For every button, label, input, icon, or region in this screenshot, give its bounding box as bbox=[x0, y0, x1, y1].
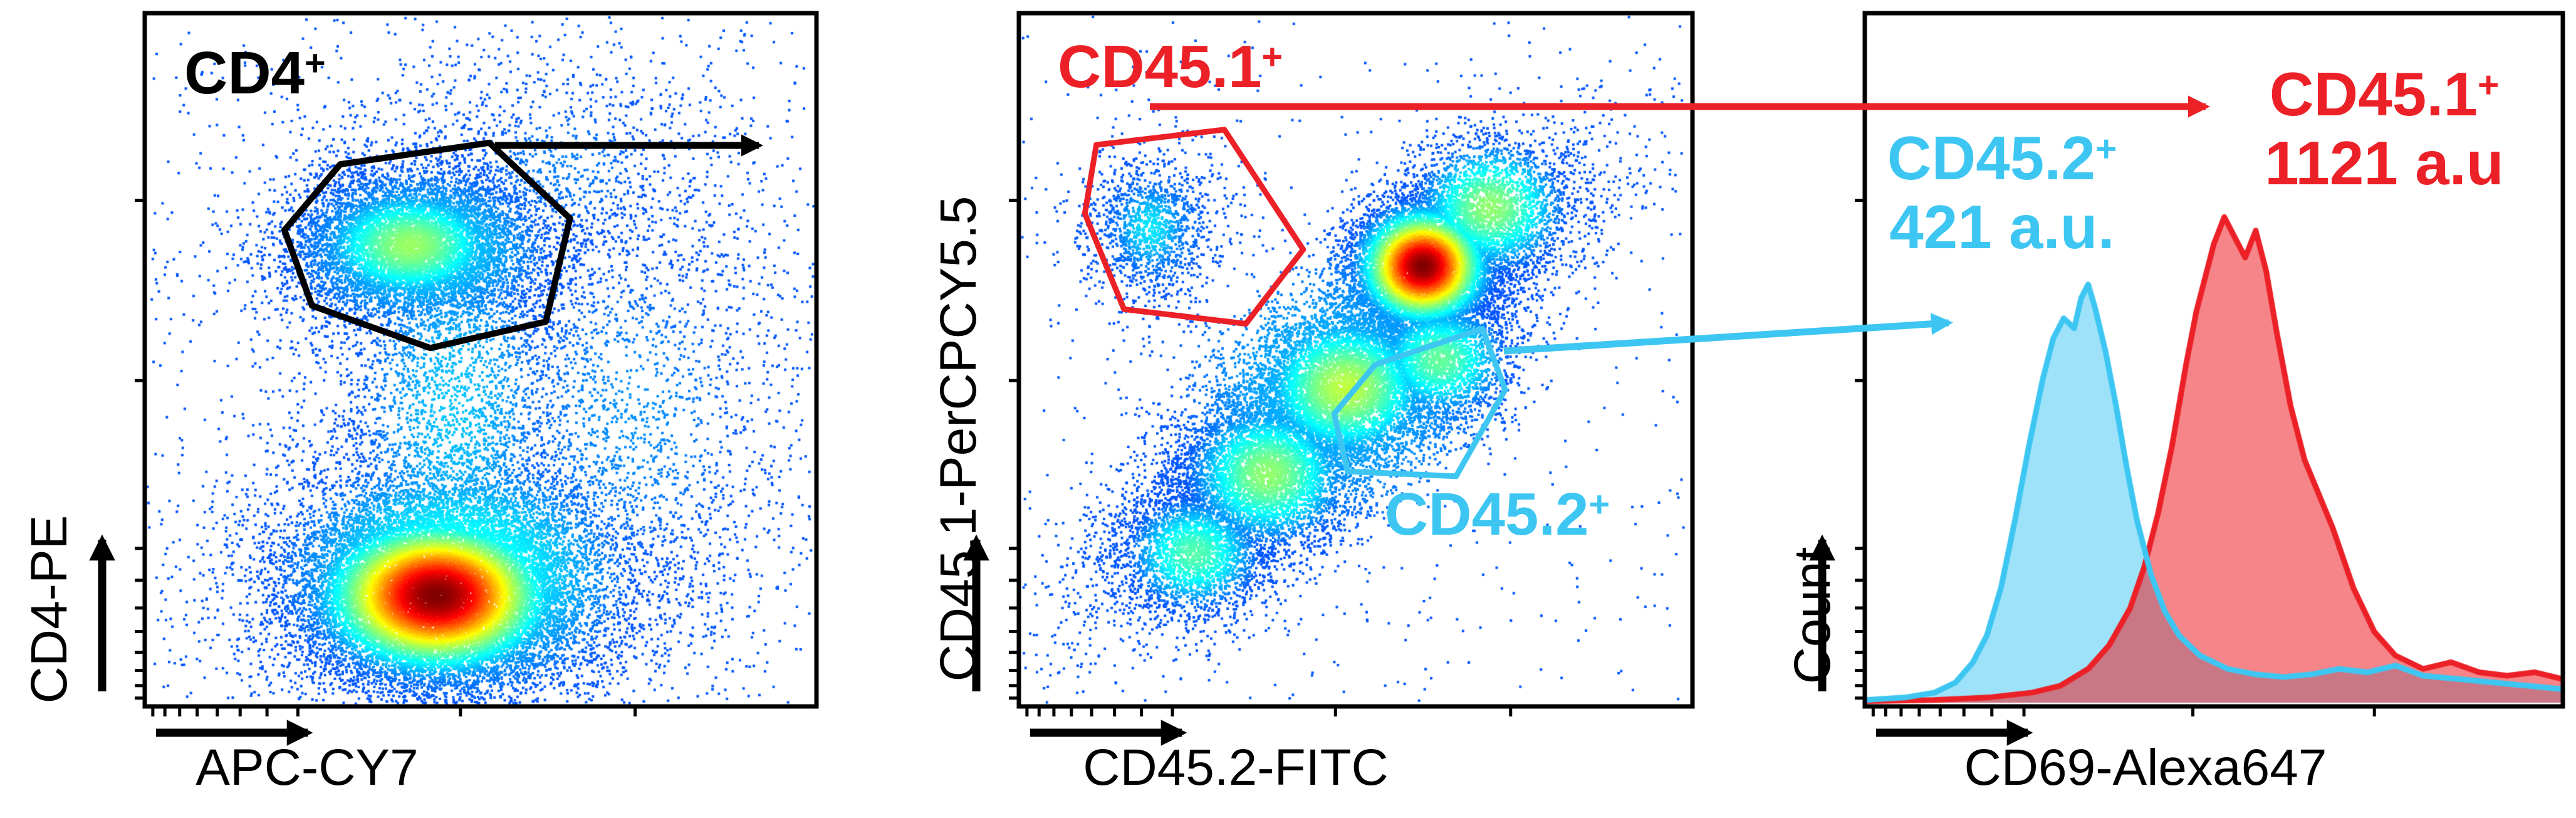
cd4-gate-label-sup: + bbox=[305, 43, 326, 84]
cd45-dotplot-canvas bbox=[1019, 13, 1692, 706]
cd45-1-gate-label-text: CD45.1 bbox=[1058, 33, 1262, 100]
cd4-gate-label: CD4+ bbox=[184, 39, 326, 108]
cd45-1-gate-label-sup: + bbox=[1261, 37, 1283, 78]
cd45-1-stat-annotation: CD45.1+ 1121 a.u bbox=[2228, 60, 2541, 198]
x-axis-label-cd69-alexa647: CD69-Alexa647 bbox=[1964, 739, 2327, 796]
cd45-2-gate-label-sup: + bbox=[1588, 485, 1610, 525]
cd45-1-stat-value: 1121 a.u bbox=[2265, 128, 2504, 197]
x-axis-label-apc-cy7: APC-CY7 bbox=[196, 739, 419, 796]
x-axis-label-cd45-2-fitc: CD45.2-FITC bbox=[1083, 739, 1389, 796]
cd45-1-stat-name: CD45.1+ bbox=[2269, 60, 2500, 128]
y-axis-label-cd45-1-percp: CD45.1-PerCPCY5.5 bbox=[930, 196, 987, 682]
y-axis-label-cd4-pe: CD4-PE bbox=[21, 515, 78, 704]
cd45-2-gate-label: CD45.2+ bbox=[1385, 480, 1610, 549]
cd4-gate-label-text: CD4 bbox=[184, 39, 305, 107]
cd45-2-stat-value: 421 a.u. bbox=[1889, 192, 2115, 261]
cd45-1-gate-label: CD45.1+ bbox=[1058, 33, 1283, 102]
y-axis-label-count: Count bbox=[1784, 547, 1841, 684]
cd45-2-stat-name: CD45.2+ bbox=[1887, 123, 2117, 192]
cd45-2-gate-label-text: CD45.2 bbox=[1385, 481, 1589, 548]
cd45-2-stat-annotation: CD45.2+ 421 a.u. bbox=[1867, 123, 2137, 262]
cd4-dotplot-canvas bbox=[145, 13, 816, 706]
